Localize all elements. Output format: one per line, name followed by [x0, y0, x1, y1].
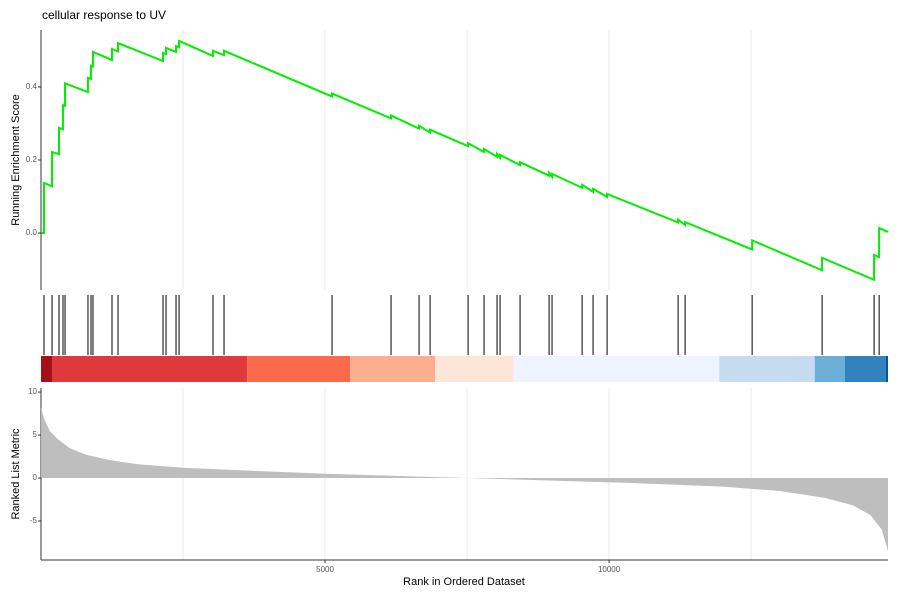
y-tick-label: 0.4: [26, 82, 38, 91]
rank-band: [435, 356, 514, 382]
rank-band: [844, 356, 886, 382]
rank-band: [719, 356, 815, 382]
chart-title: cellular response to UV: [42, 8, 166, 22]
rank-band: [814, 356, 845, 382]
enrichment-line: [41, 39, 889, 282]
metric-area: [41, 407, 888, 552]
y-tick-label: 0.2: [26, 155, 38, 164]
y-tick-label: 0: [33, 473, 38, 482]
rank-band: [52, 356, 248, 382]
rank-band: [513, 356, 720, 382]
rank-band: [350, 356, 436, 382]
rank-band: [247, 356, 351, 382]
rank-band: [41, 356, 53, 382]
y-axis-label: Running Enrichment Score: [10, 94, 22, 225]
rank-band: [885, 356, 888, 382]
y-tick-label: 5: [33, 430, 38, 439]
y-tick-label: 0.0: [26, 228, 38, 237]
x-tick-label: 5000: [316, 565, 334, 574]
x-axis-label: Rank in Ordered Dataset: [403, 576, 525, 588]
y-tick-label: 10: [28, 387, 37, 396]
y-axis-label: Ranked List Metric: [10, 428, 22, 520]
y-tick-label: -5: [30, 516, 38, 525]
x-tick-label: 10000: [598, 565, 621, 574]
